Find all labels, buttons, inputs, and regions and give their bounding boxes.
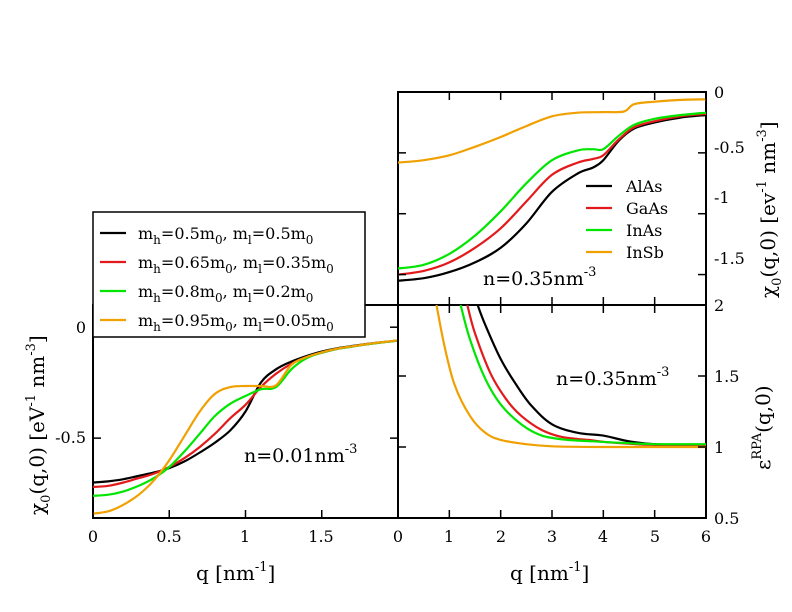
series-line bbox=[398, 112, 706, 276]
x-tick-label: 1 bbox=[240, 527, 250, 546]
y-axis-label: χ0(q,0) [eV-1 nm-3] bbox=[24, 335, 54, 515]
density-annotation: n=0.35nm-3 bbox=[556, 365, 669, 390]
curves bbox=[435, 305, 706, 449]
series-line bbox=[459, 305, 706, 446]
x-tick-label: 4 bbox=[598, 527, 608, 546]
mass-legend: mh=0.5m0, ml=0.5m0 mh=0.65m0, ml=0.35m0 … bbox=[92, 211, 366, 338]
y-tick-label: -1.5 bbox=[714, 249, 745, 268]
y-axis-label: εRPA(q,0) bbox=[750, 385, 775, 470]
legend-label: mh=0.5m0, ml=0.5m0 bbox=[138, 224, 313, 247]
material-legend: AlAs GaAs InAs InSb bbox=[586, 177, 668, 262]
ticks bbox=[397, 304, 707, 519]
legend-label: mh=0.8m0, ml=0.2m0 bbox=[138, 282, 313, 305]
ticks bbox=[397, 91, 707, 305]
y-tick-label: -0.5 bbox=[55, 428, 86, 447]
panel-chi-high-density: -1.5 -1 -0.5 0 χ0(q,0) [ev-1 nm-3] n=0.3… bbox=[397, 83, 785, 306]
curves bbox=[93, 339, 398, 515]
y-tick-label: -0.5 bbox=[714, 138, 745, 157]
series-line bbox=[93, 339, 398, 497]
legend-label: GaAs bbox=[626, 199, 668, 218]
series-line bbox=[398, 98, 706, 164]
x-tick-label: 6 bbox=[701, 527, 711, 546]
x-tick-label: 0.5 bbox=[156, 527, 181, 546]
y-tick-label: 0 bbox=[76, 318, 86, 337]
y-tick-label: -1 bbox=[714, 188, 730, 207]
series-line bbox=[435, 305, 706, 449]
x-tick-label: 0 bbox=[88, 527, 98, 546]
y-tick-label: 2 bbox=[714, 296, 724, 315]
density-annotation: n=0.01nm-3 bbox=[244, 442, 357, 467]
legend-box bbox=[92, 211, 366, 338]
y-tick-label: 0.5 bbox=[714, 509, 739, 528]
x-tick-label: 3 bbox=[547, 527, 557, 546]
legend-label: AlAs bbox=[625, 177, 662, 196]
x-axis-label: q [nm-1] bbox=[510, 560, 589, 585]
legend-label: mh=0.95m0, ml=0.05m0 bbox=[138, 311, 334, 334]
x-tick-label: 1.5 bbox=[308, 527, 333, 546]
panel-frame bbox=[397, 304, 707, 519]
series-line bbox=[398, 114, 706, 282]
density-annotation: n=0.35nm-3 bbox=[483, 265, 596, 290]
series-line bbox=[398, 111, 706, 270]
x-tick-label: 5 bbox=[650, 527, 660, 546]
curves bbox=[398, 98, 706, 282]
panel-chi-low-density: 0 0.5 1 1.5 -0.5 0 q [nm-1] χ0(q,0) [eV-… bbox=[24, 304, 399, 585]
y-tick-label: 1 bbox=[714, 438, 724, 457]
y-tick-label: 0 bbox=[714, 83, 724, 102]
series-line bbox=[93, 339, 398, 515]
legend-label: mh=0.65m0, ml=0.35m0 bbox=[138, 253, 334, 276]
x-axis-label: q [nm-1] bbox=[196, 560, 275, 585]
x-tick-label: 1 bbox=[444, 527, 454, 546]
legend-label: InAs bbox=[626, 221, 662, 240]
y-tick-label: 1.5 bbox=[714, 367, 739, 386]
x-tick-label: 2 bbox=[496, 527, 506, 546]
legend-label: InSb bbox=[626, 243, 664, 262]
panel-eps-rpa: 0 1 2 3 4 5 6 0.5 1 1.5 2 q [nm-1] εRPA(… bbox=[393, 296, 775, 585]
x-tick-label: 0 bbox=[393, 527, 403, 546]
y-axis-label: χ0(q,0) [ev-1 nm-3] bbox=[755, 121, 785, 298]
